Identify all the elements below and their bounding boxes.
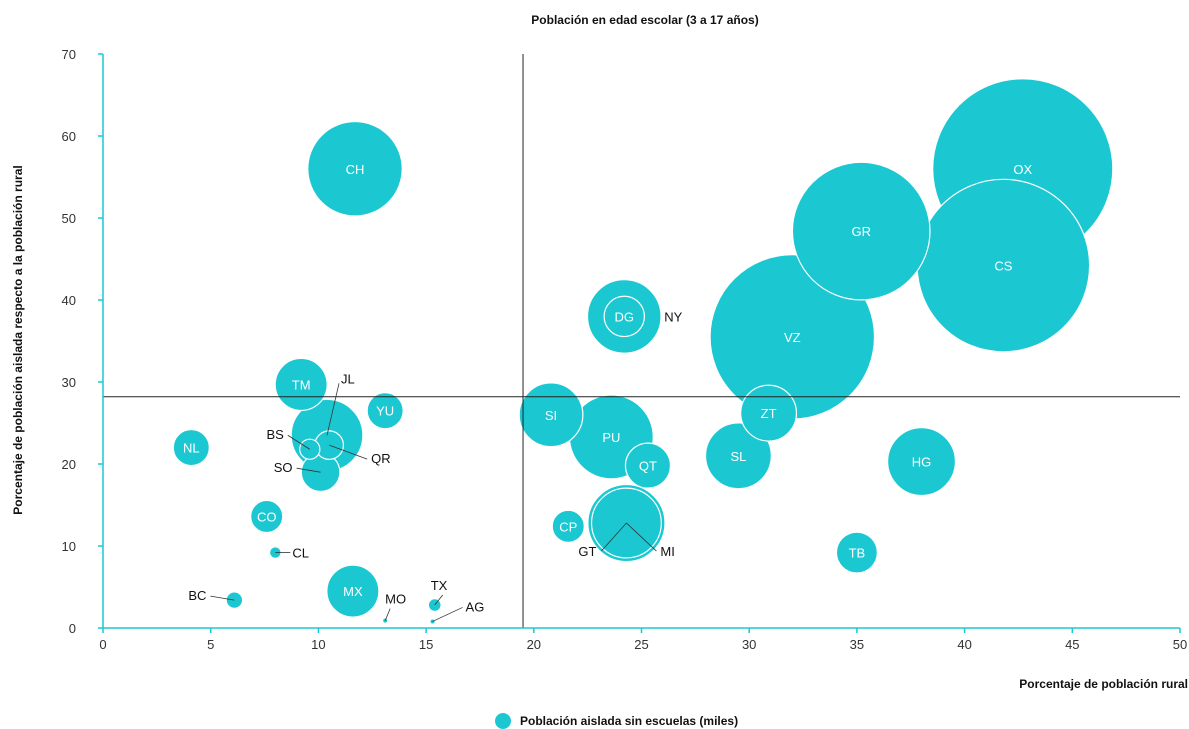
bubble-label-cp: CP (559, 519, 577, 534)
bubble-layer (172, 78, 1114, 625)
bubble-cp (551, 509, 585, 543)
bubble-label-zt: ZT (761, 406, 777, 421)
bubble-label-bc-leader (210, 595, 235, 601)
bubble-label-jl: JL (341, 371, 355, 386)
bubble-label-nl: NL (183, 441, 200, 456)
bubble-label-tx-leader (434, 594, 444, 606)
x-tick-label: 40 (957, 637, 971, 652)
bubble-tb (835, 531, 878, 574)
x-tick-label: 15 (419, 637, 433, 652)
bubble-si (518, 382, 584, 448)
bubble-label-yu: YU (376, 404, 394, 419)
bubble-label-mi: MI (660, 544, 674, 559)
y-tick-label: 20 (62, 457, 76, 472)
x-tick-label: 45 (1065, 637, 1079, 652)
bubble-label-so: SO (274, 460, 293, 475)
bubble-co (250, 499, 284, 534)
bubble-label-ag-leader (432, 607, 463, 622)
bubble-zt (740, 384, 798, 442)
x-tick-label: 35 (850, 637, 864, 652)
bubble-label-gt: GT (578, 544, 596, 559)
bubble-label-mx: MX (343, 584, 363, 599)
bubble-label-dg: DG (615, 309, 635, 324)
bubble-label-bc: BC (188, 588, 206, 603)
bubble-label-qr: QR (371, 451, 391, 466)
y-tick-label: 40 (62, 293, 76, 308)
bubble-hg (887, 427, 957, 497)
bubble-qt (624, 442, 672, 489)
bubble-label-ny: NY (664, 309, 682, 324)
bubble-mx (326, 564, 380, 618)
bubble-sl (704, 422, 772, 490)
x-tick-label: 10 (311, 637, 325, 652)
bubble-gr (791, 161, 931, 301)
bubble-ch (307, 120, 403, 217)
bubble-label-ch: CH (346, 162, 365, 177)
bubble-label-vz: VZ (784, 330, 801, 345)
y-tick-label: 10 (62, 539, 76, 554)
bubble-label-qr-leader (329, 444, 368, 460)
bubble-label-gr: GR (851, 224, 871, 239)
bubble-tm (274, 357, 328, 412)
y-tick-label: 60 (62, 129, 76, 144)
bubble-label-qt: QT (639, 459, 657, 474)
bubble-label-sl: SL (730, 449, 746, 464)
bubble-ag (429, 618, 436, 625)
y-tick-label: 0 (69, 621, 76, 636)
bubble-label-si: SI (545, 408, 557, 423)
bubble-label-tm: TM (292, 377, 311, 392)
chart-title: Población en edad escolar (3 a 17 años) (531, 13, 758, 27)
bubble-label-bs-leader (287, 434, 310, 450)
x-tick-label: 50 (1173, 637, 1187, 652)
bubble-tx (427, 598, 442, 613)
reference-lines (103, 54, 1180, 628)
bubble-label-cs: CS (994, 259, 1012, 274)
bubble-label-pu: PU (602, 430, 620, 445)
bubble-nl (172, 428, 210, 467)
x-tick-label: 5 (207, 637, 214, 652)
x-axis-label: Porcentaje de población rural (1019, 677, 1188, 691)
y-tick-label: 70 (62, 47, 76, 62)
bubble-label-ag: AG (466, 599, 485, 614)
y-tick-label: 50 (62, 211, 76, 226)
bubble-label-co: CO (257, 509, 277, 524)
x-tick-label: 25 (634, 637, 648, 652)
x-tick-label: 20 (527, 637, 541, 652)
bubble-label-gt-leader (601, 522, 627, 552)
bubble-label-tb: TB (849, 546, 866, 561)
bubble-label-bs: BS (266, 427, 284, 442)
bubble-label-jl-leader (326, 383, 340, 436)
bubble-label-hg: HG (912, 455, 932, 470)
legend: Población aislada sin escuelas (miles) (495, 713, 738, 729)
bubble-label-cl: CL (292, 546, 309, 561)
bubble-yu (366, 392, 404, 430)
x-tick-label: 30 (742, 637, 756, 652)
bubble-label-so-leader (296, 467, 321, 473)
legend-label: Población aislada sin escuelas (miles) (520, 714, 738, 728)
bubble-label-mo: MO (385, 592, 406, 607)
bubble-label-tx: TX (431, 578, 448, 593)
bubble-label-ox: OX (1013, 162, 1032, 177)
axes: 0 5 10 15 20 25 30 35 40 45 50 0 10 20 30 40 50 60 70 (62, 47, 1188, 652)
x-tick-label: 0 (99, 637, 106, 652)
legend-swatch (495, 713, 511, 729)
y-tick-label: 30 (62, 375, 76, 390)
y-axis-label: Porcentaje de población aislada respecto… (11, 165, 25, 514)
bubble-label-mi-leader (626, 522, 657, 552)
bubble-labels: OX CS VZ GR CH HG DG NY PU MI GT SL SI ZT QT TB CP JL TM YU… (183, 162, 1032, 622)
bubble-label-mo-leader (384, 608, 391, 621)
bubble-ny (603, 295, 646, 338)
